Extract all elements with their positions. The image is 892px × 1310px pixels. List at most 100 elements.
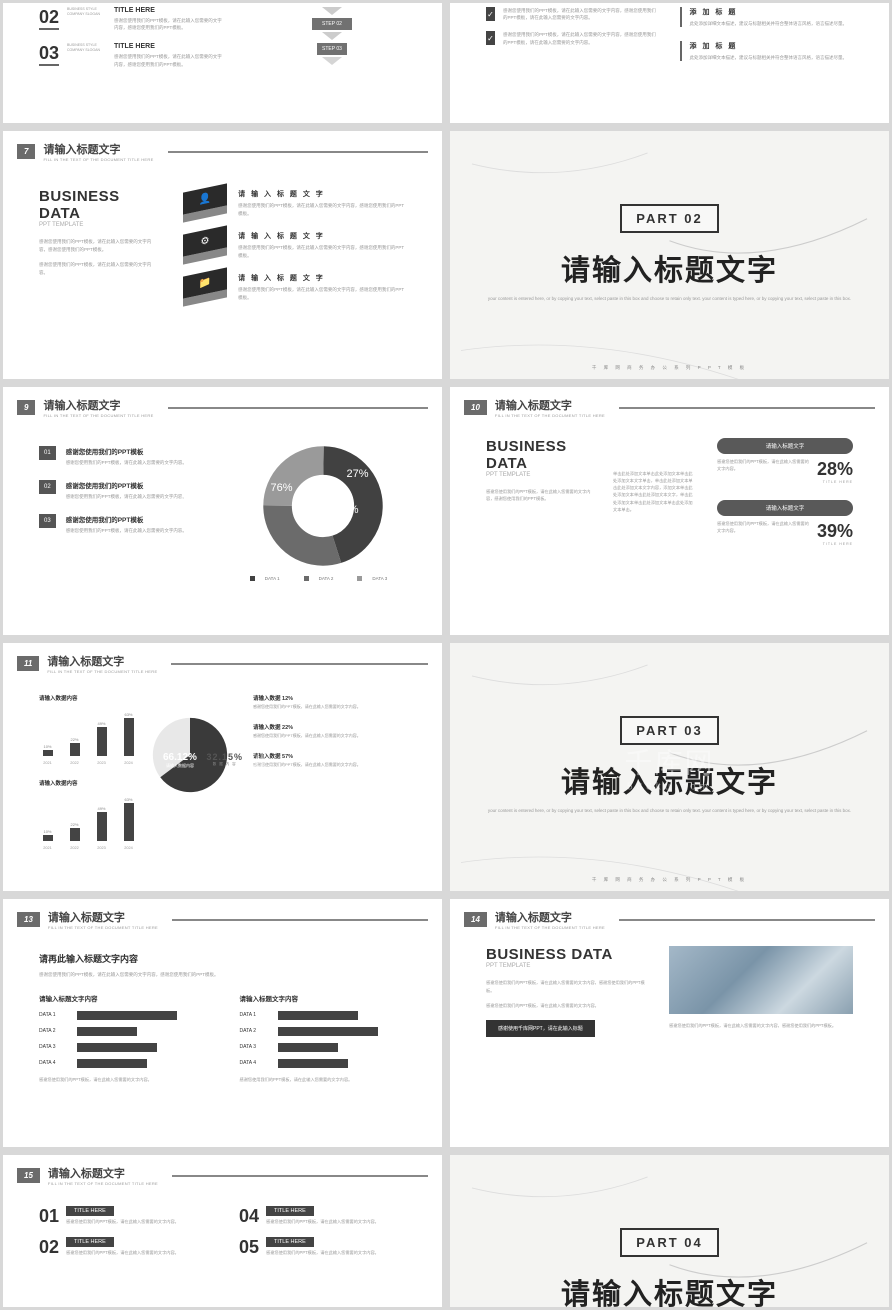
list-item: 请输入数据 57% 感谢您使用我们的PPT模板，请在此输入您需要的文字内容。 — [253, 752, 406, 769]
bar-chart: 10%22%49%63% — [39, 793, 137, 841]
slide-subtitle: FILL IN THE TEXT OF THE DOCUMENT TITLE H… — [48, 1181, 158, 1186]
slide-number: 10 — [464, 400, 487, 415]
subheading: PPT TEMPLATE — [486, 472, 591, 478]
footer: 千 库 网 商 务 办 公 系 列 P P T 模 板 — [450, 877, 889, 883]
item-text: 感谢您使用我们的PPT模板，请在此输入您需要的文字内容。 — [253, 733, 406, 740]
slide-subtitle: FILL IN THE TEXT OF THE DOCUMENT TITLE H… — [495, 925, 605, 930]
paragraph: 感谢您使用我们的PPT模板，请在此输入您需要的文字内容，感谢您使用我们的PPT模… — [669, 1022, 853, 1030]
stat-text: 感谢您使用我们的PPT模板，请在此输入您需要的文字内容。 — [717, 521, 809, 534]
item-text: 感谢您使用我们的PPT模板，请在此输入您需要的文字内容，感谢您使用我们的PPT模… — [503, 31, 659, 45]
slide-7: 7请输入标题文字FILL IN THE TEXT OF THE DOCUMENT… — [3, 131, 442, 379]
list-item: ⚙请 输 入 标 题 文 字感谢您使用我们的PPT模板，请在此输入您需要的文字内… — [183, 230, 406, 260]
item-title: 请输入数据 22% — [253, 723, 406, 731]
slide-13: 13请输入标题文字FILL IN THE TEXT OF THE DOCUMEN… — [3, 899, 442, 1147]
item-text: 此处添加详细文本描述，建议与标题相关并符合整体语言风格，语言描述尽量。 — [690, 54, 854, 61]
stat-text: 感谢您使用我们的PPT模板，请在此输入您需要的文字内容。 — [717, 459, 809, 472]
list-item: 03 BUSINESS STYLE COMPANY SLOGAN TITLE H… — [39, 43, 224, 67]
list-item: 01感谢您使用我们的PPT模板感谢您使用我们的PPT模板，请在此输入您需要的文字… — [39, 446, 209, 466]
item-text: 感谢您使用我们的PPT模板，请在此输入您需要的文字内容，感谢您使用我们的PPT模… — [114, 17, 224, 31]
stat-box: 请输入标题文字感谢您使用我们的PPT模板，请在此输入您需要的文字内容。39%TI… — [717, 500, 853, 546]
slide-title: 请输入标题文字 — [495, 397, 605, 413]
list-item: 👤请 输 入 标 题 文 字感谢您使用我们的PPT模板，请在此输入您需要的文字内… — [183, 188, 406, 218]
list-item: 添 加 标 题此处添加详细文本描述，建议与标题相关并符合整体语言风格，语言描述尽… — [680, 7, 854, 27]
section-title: 请输入标题文字 — [450, 247, 889, 289]
list-item: 02感谢您使用我们的PPT模板感谢您使用我们的PPT模板，请在此输入您需要的文字… — [39, 480, 209, 500]
slide-5: 02 BUSINESS STYLE COMPANY SLOGAN TITLE H… — [3, 3, 442, 123]
funnel-diagram: STEP 02 STEP 03 — [258, 7, 406, 80]
subheading: PPT TEMPLATE — [486, 963, 651, 969]
item-title: 请输入数据 12% — [253, 694, 406, 702]
stat-sublabel: TITLE HERE — [817, 480, 853, 484]
slide-title: 请输入标题文字 — [48, 909, 158, 925]
section-title: 请输入标题文字 — [450, 759, 889, 801]
cta-button[interactable]: 感谢使用千库网PPT，请在此输入标题 — [486, 1020, 595, 1037]
stat-title: 请输入标题文字 — [717, 500, 853, 516]
bar-chart: 10%22%49%63% — [39, 708, 137, 756]
chart-title: 请输入数据内容 — [39, 694, 137, 702]
pie-label: 32.15%数 据 内 容 — [206, 752, 243, 767]
stat-sublabel: TITLE HERE — [817, 542, 853, 546]
part-badge: PART 03 — [620, 716, 719, 745]
col-heading: 请输入标题文字内容 — [240, 993, 407, 1003]
pie-label: 66.12%请输入数据内容 — [163, 752, 197, 769]
check-item: ✓感谢您使用我们的PPT模板，请在此输入您需要的文字内容，感谢您使用我们的PPT… — [486, 7, 660, 21]
paragraph: 单击此处添加文本单击此处添加文本单击此处添加文本文字单击，单击此处添加文本单击此… — [613, 470, 695, 513]
item-text: 感谢您使用我们的PPT模板，请在此输入您需要的文字内容。 — [66, 493, 187, 500]
item-text: 感谢您使用我们的PPT模板，请在此输入您需要的文字内容。 — [66, 527, 187, 534]
check-item: ✓ 感谢您使用我们的PPT模板，请在此输入您需要的文字内容，感谢您使用我们的PPT… — [486, 31, 660, 45]
list-item: 02 BUSINESS STYLE COMPANY SLOGAN TITLE H… — [39, 7, 224, 31]
slide-16-section: PART 04 请输入标题文字 — [450, 1155, 889, 1307]
donut-chart: 76% 32% 27% — [263, 446, 383, 566]
item-title: TITLE HERE — [114, 43, 224, 50]
heading: 请再此输入标题文字内容 — [39, 952, 406, 965]
item-text: 感谢您使用我们的PPT模板，请在此输入您需要的文字内容。 — [253, 762, 406, 769]
item-text: 感谢您使用我们的PPT模板，请在此输入您需要的文字内容。 — [253, 704, 406, 711]
item-title: 请输入数据 57% — [253, 752, 406, 760]
funnel-step: STEP 02 — [312, 18, 352, 30]
slide-8-section: PART 02 请输入标题文字 your content is entered … — [450, 131, 889, 379]
check-icon: ✓ — [486, 31, 495, 45]
list-item: 请输入数据 12% 感谢您使用我们的PPT模板，请在此输入您需要的文字内容。 — [253, 694, 406, 711]
paragraph: 感谢您使用我们的PPT模板，请在此输入您需要的文字内容，感谢您使用我们的PPT模… — [486, 979, 651, 994]
check-icon: ✓ — [486, 7, 495, 21]
item-sublabel: BUSINESS STYLE COMPANY SLOGAN — [67, 7, 106, 31]
heading: BUSINESS DATA — [486, 946, 651, 963]
funnel-step: STEP 03 — [317, 43, 347, 55]
heading: BUSINESS DATA — [39, 188, 159, 222]
footer: 千 库 网 商 务 办 公 系 列 P P T 模 板 — [450, 365, 889, 371]
paragraph: 感谢您使用我们的PPT模板，请在此输入您需要的文字内容，感谢您使用我们的PPT模… — [39, 971, 406, 979]
list-item: 05TITLE HERE感谢您使用我们的PPT模板，请在此输入您需要的文字内容。 — [239, 1237, 399, 1258]
item-text: 感谢您使用我们的PPT模板，请在此输入您需要的文字内容，感谢您使用我们的PPT模… — [114, 53, 224, 67]
slide-6: ✓ 感谢您使用我们的PPT模板，请在此输入您需要的文字内容，感谢您使用我们的PPT… — [450, 3, 889, 123]
stat-value: 28% — [817, 459, 853, 480]
slide-11: 千库网588ku.com 11请输入标题文字FILL IN THE TEXT O… — [3, 643, 442, 891]
slide-number: 9 — [17, 400, 35, 415]
part-badge: PART 02 — [620, 204, 719, 233]
slide-title: 请输入标题文字 — [48, 1165, 158, 1181]
list-item: 📁请 输 入 标 题 文 字感谢您使用我们的PPT模板，请在此输入您需要的文字内… — [183, 272, 406, 302]
heading: BUSINESS DATA — [486, 438, 591, 472]
item-text: 感谢您使用我们的PPT模板，请在此输入您需要的文字内容，感谢您使用我们的PPT模… — [238, 244, 406, 258]
slide-title: 请输入标题文字 — [47, 653, 157, 669]
slide-12-section: 千库网588ku.com PART 03 请输入标题文字 your conten… — [450, 643, 889, 891]
item-text: 感谢您使用我们的PPT模板，请在此输入您需要的文字内容。 — [66, 459, 187, 466]
slide-14: 14请输入标题文字FILL IN THE TEXT OF THE DOCUMEN… — [450, 899, 889, 1147]
item-title: 添 加 标 题 — [690, 41, 854, 51]
image-placeholder — [669, 946, 853, 1014]
item-number: 01 — [39, 446, 56, 460]
slide-subtitle: FILL IN THE TEXT OF THE DOCUMENT TITLE H… — [43, 413, 153, 418]
item-number: 03 — [39, 514, 56, 528]
item-title: 请 输 入 标 题 文 字 — [238, 273, 406, 283]
donut-value: 27% — [346, 468, 368, 480]
chart-legend: DATA 1DATA 2DATA 3 — [239, 576, 406, 581]
donut-value: 32% — [336, 504, 358, 516]
paragraph: 感谢您使用我们的PPT模板，请在此输入您需要的文字内容。 — [39, 261, 159, 276]
list-item: 04TITLE HERE感谢您使用我们的PPT模板，请在此输入您需要的文字内容。 — [239, 1206, 399, 1227]
paragraph: 感谢您使用我们的PPT模板，请在此输入您需要的文字内容。 — [240, 1076, 407, 1083]
item-title: 请 输 入 标 题 文 字 — [238, 231, 406, 241]
slide-subtitle: FILL IN THE TEXT OF THE DOCUMENT TITLE H… — [47, 669, 157, 674]
chart-title: 请输入数据内容 — [39, 779, 137, 787]
section-subtitle: your content is entered here, or by copy… — [450, 807, 889, 814]
list-item: 01TITLE HERE感谢您使用我们的PPT模板，请在此输入您需要的文字内容。 — [39, 1206, 199, 1227]
slide-title: 请输入标题文字 — [495, 909, 605, 925]
